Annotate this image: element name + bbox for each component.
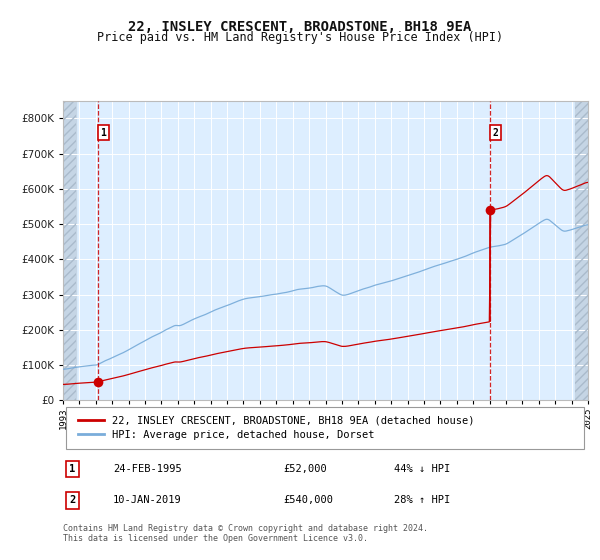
Text: 1: 1	[70, 464, 76, 474]
Bar	[575, 101, 588, 400]
Text: Contains HM Land Registry data © Crown copyright and database right 2024.
This d: Contains HM Land Registry data © Crown c…	[63, 524, 428, 543]
Legend: 22, INSLEY CRESCENT, BROADSTONE, BH18 9EA (detached house), HPI: Average price, : 22, INSLEY CRESCENT, BROADSTONE, BH18 9E…	[73, 412, 479, 444]
Bar	[63, 101, 76, 400]
Text: 1: 1	[100, 128, 106, 138]
Bar	[63, 101, 76, 400]
Text: 24-FEB-1995: 24-FEB-1995	[113, 464, 182, 474]
Text: 44% ↓ HPI: 44% ↓ HPI	[394, 464, 450, 474]
Text: 2: 2	[493, 128, 499, 138]
Text: 2: 2	[70, 496, 76, 506]
Text: Price paid vs. HM Land Registry's House Price Index (HPI): Price paid vs. HM Land Registry's House …	[97, 31, 503, 44]
Text: £540,000: £540,000	[284, 496, 334, 506]
Bar	[575, 101, 588, 400]
Text: 22, INSLEY CRESCENT, BROADSTONE, BH18 9EA: 22, INSLEY CRESCENT, BROADSTONE, BH18 9E…	[128, 20, 472, 34]
Text: 28% ↑ HPI: 28% ↑ HPI	[394, 496, 450, 506]
Text: £52,000: £52,000	[284, 464, 327, 474]
FancyBboxPatch shape	[65, 407, 584, 449]
Text: 10-JAN-2019: 10-JAN-2019	[113, 496, 182, 506]
